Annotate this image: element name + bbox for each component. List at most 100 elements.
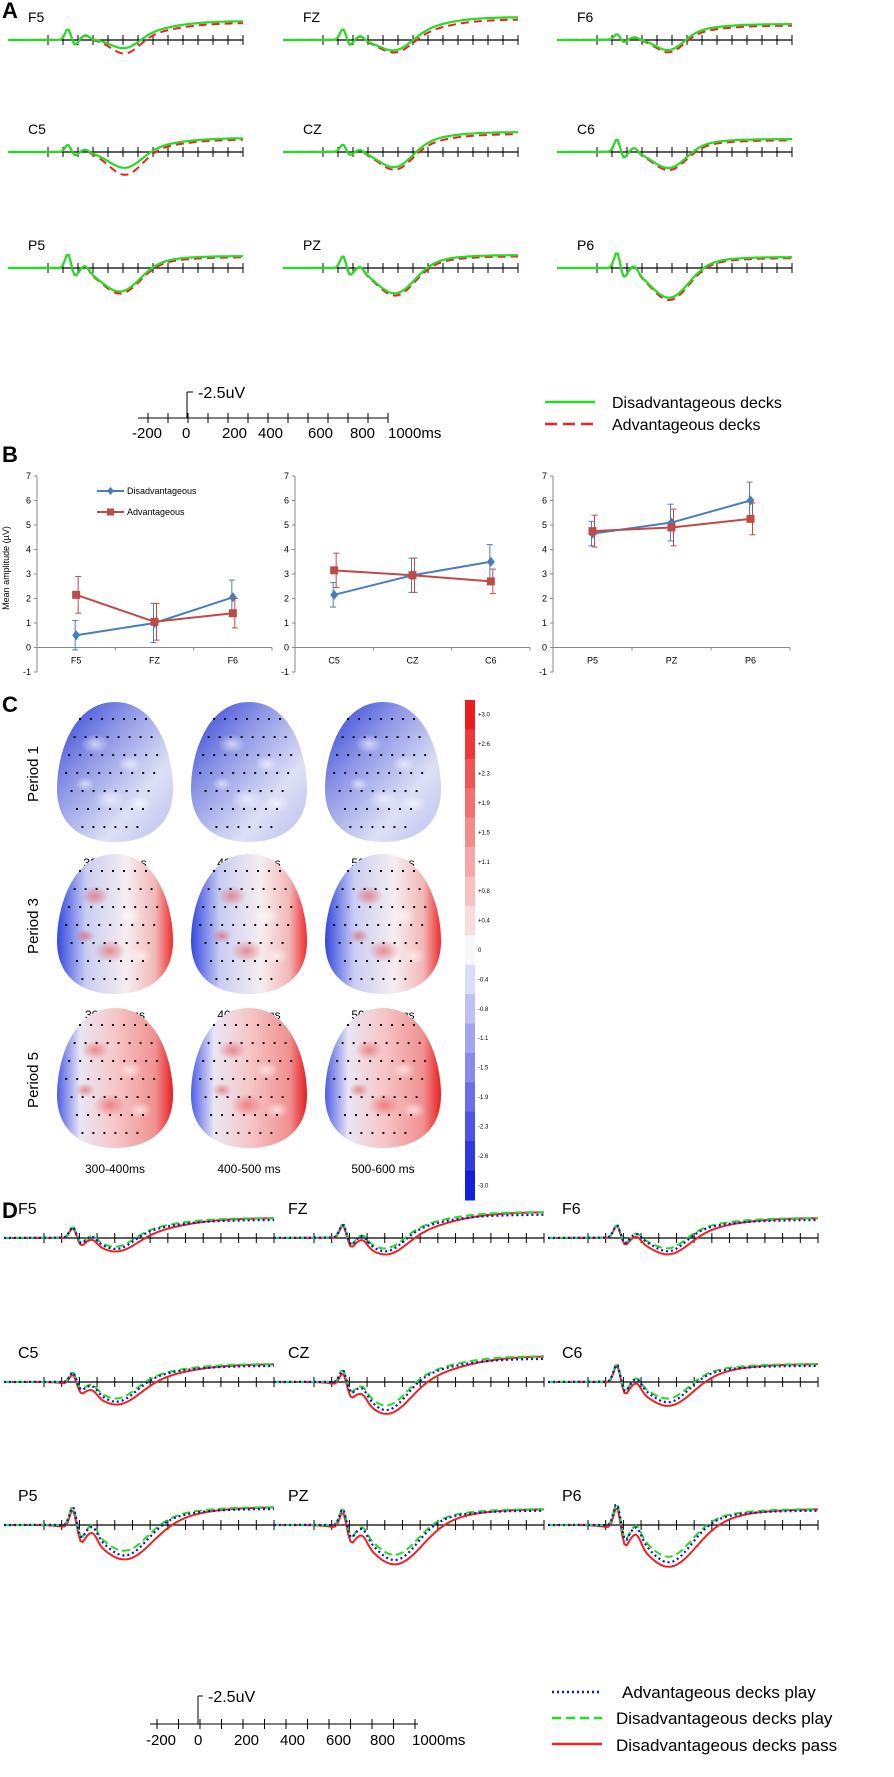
electrode-label: P6 bbox=[577, 237, 594, 253]
x-tick-label: F6 bbox=[228, 656, 239, 666]
electrode-label: CZ bbox=[288, 1345, 310, 1362]
advantageous-waveform bbox=[557, 252, 792, 302]
panel-d-tick-label: 0 bbox=[194, 1732, 202, 1749]
adv-play-waveform bbox=[274, 1508, 544, 1562]
data-point bbox=[588, 527, 597, 536]
panel-b-legend: Disadvantageous Advantageous bbox=[97, 486, 197, 517]
colorbar-label: +1.5 bbox=[478, 830, 491, 836]
electrode-label: C5 bbox=[28, 121, 46, 137]
dis-play-waveform bbox=[548, 1217, 818, 1250]
electrode-label: PZ bbox=[288, 1488, 309, 1505]
period-label: Period 3 bbox=[25, 898, 42, 954]
erp-plot-p5: P5 bbox=[4, 1488, 275, 1561]
erp-plot-p6: P6 bbox=[548, 1488, 819, 1568]
colorbar-label: +3.0 bbox=[478, 713, 491, 719]
advantageous-waveform bbox=[283, 255, 518, 297]
colorbar-segment bbox=[465, 729, 475, 760]
topomap bbox=[325, 702, 441, 842]
y-tick-label: 4 bbox=[542, 545, 547, 555]
y-tick-label: 7 bbox=[542, 471, 547, 481]
dis-play-waveform bbox=[4, 1363, 274, 1400]
data-point bbox=[228, 609, 237, 618]
x-tick-label: P5 bbox=[587, 656, 598, 666]
electrode-label: C5 bbox=[18, 1345, 39, 1362]
y-tick-label: 2 bbox=[542, 594, 547, 604]
disadvantageous-waveform bbox=[283, 254, 518, 295]
erp-plot-f5: F5 bbox=[4, 1201, 275, 1253]
erp-plot-f6: F6 bbox=[548, 1201, 819, 1256]
disadvantageous-waveform bbox=[8, 20, 243, 50]
dis-play-waveform bbox=[274, 1508, 544, 1556]
erp-plot-c5: C5 bbox=[8, 121, 244, 176]
legend-label-advantageous: Advantageous bbox=[127, 507, 185, 517]
panel-a-erp-grid: F5 FZ F6 C5 CZ C6 P5 PZ P6 bbox=[8, 9, 793, 302]
panel-d-tick-label: 400 bbox=[280, 1732, 305, 1749]
dis-play-waveform bbox=[4, 1506, 274, 1552]
electrode-label: F6 bbox=[562, 1201, 581, 1218]
colorbar-label: +2.3 bbox=[478, 772, 491, 778]
topomap bbox=[57, 854, 173, 994]
period-label: Period 1 bbox=[25, 746, 42, 802]
data-point bbox=[667, 523, 676, 532]
disadvantageous-waveform bbox=[557, 252, 792, 299]
panel-a-legend: Disadvantageous decks Advantageous decks bbox=[545, 395, 782, 434]
colorbar-segment bbox=[465, 1141, 475, 1172]
panel-a-tick-label: -200 bbox=[132, 425, 162, 442]
disadvantageous-waveform bbox=[557, 138, 792, 170]
adv-play-waveform bbox=[548, 1504, 818, 1564]
colorbar-segment bbox=[465, 788, 475, 819]
y-tick-label: -1 bbox=[23, 667, 31, 677]
legend-label-adv-play: Advantageous decks play bbox=[622, 1683, 816, 1702]
advantageous-waveform bbox=[8, 254, 243, 295]
colorbar-label: -1.5 bbox=[478, 1066, 489, 1072]
electrode-label: F5 bbox=[18, 1201, 37, 1218]
erp-plot-p5: P5 bbox=[8, 237, 244, 295]
panel-c-colorbar: +3.0 +2.6 +2.3 +1.9 +1.5 +1.1 +0.8 +0.4 0 -0.4 -0.… bbox=[465, 700, 491, 1201]
y-tick-label: 4 bbox=[26, 545, 31, 555]
y-tick-label: 7 bbox=[26, 471, 31, 481]
mean-amplitude-chart-2: 7 6 5 4 3 2 1 0 -1 C5 CZ C6 bbox=[281, 471, 531, 677]
time-window-label: 500-600 ms bbox=[351, 1162, 414, 1176]
panel-d-tick-label: -200 bbox=[146, 1732, 176, 1749]
legend-label-advantageous: Advantageous decks bbox=[612, 417, 761, 434]
electrode-label: P5 bbox=[18, 1488, 38, 1505]
dis-play-waveform bbox=[548, 1503, 818, 1558]
x-tick-label: C5 bbox=[328, 656, 340, 666]
panel-d-tick-label: 1000ms bbox=[412, 1732, 465, 1749]
colorbar-segment bbox=[465, 817, 475, 848]
topomap bbox=[325, 854, 441, 994]
x-tick-label: PZ bbox=[666, 656, 678, 666]
y-tick-label: 6 bbox=[26, 496, 31, 506]
data-point bbox=[486, 577, 495, 586]
mean-amplitude-chart-3: 7 6 5 4 3 2 1 0 -1 P5 PZ P6 bbox=[539, 471, 791, 677]
panel-d-tick-label: 600 bbox=[326, 1732, 351, 1749]
legend-label-dis-pass: Disadvantageous decks pass bbox=[616, 1736, 837, 1755]
colorbar-segment bbox=[465, 964, 475, 995]
dis-play-waveform bbox=[548, 1363, 818, 1400]
erp-plot-cz: CZ bbox=[283, 121, 519, 171]
colorbar-segment bbox=[465, 876, 475, 907]
adv-play-waveform bbox=[4, 1506, 274, 1557]
erp-plot-c6: C6 bbox=[548, 1345, 819, 1407]
y-tick-label: -1 bbox=[539, 667, 547, 677]
colorbar-label: +0.8 bbox=[478, 889, 491, 895]
panel-a-scale-bar: -2.5uV -200 0 200 400 600 800 1000ms bbox=[132, 385, 441, 442]
erp-plot-pz: PZ bbox=[283, 237, 519, 297]
dis-pass-waveform bbox=[4, 1506, 274, 1561]
topomap bbox=[57, 1008, 173, 1148]
topomap bbox=[191, 1008, 307, 1148]
colorbar-label: 0 bbox=[478, 948, 482, 954]
data-point bbox=[746, 495, 755, 506]
data-point bbox=[486, 556, 495, 567]
y-tick-label: 2 bbox=[284, 594, 289, 604]
adv-play-waveform bbox=[4, 1364, 274, 1403]
period-label: Period 5 bbox=[25, 1052, 42, 1108]
dis-play-waveform bbox=[4, 1217, 274, 1248]
topomap bbox=[191, 854, 307, 994]
y-tick-label: 7 bbox=[284, 471, 289, 481]
colorbar-segment bbox=[465, 935, 475, 966]
colorbar-segment bbox=[465, 1170, 475, 1201]
panel-a-tick-label: 600 bbox=[308, 425, 333, 442]
